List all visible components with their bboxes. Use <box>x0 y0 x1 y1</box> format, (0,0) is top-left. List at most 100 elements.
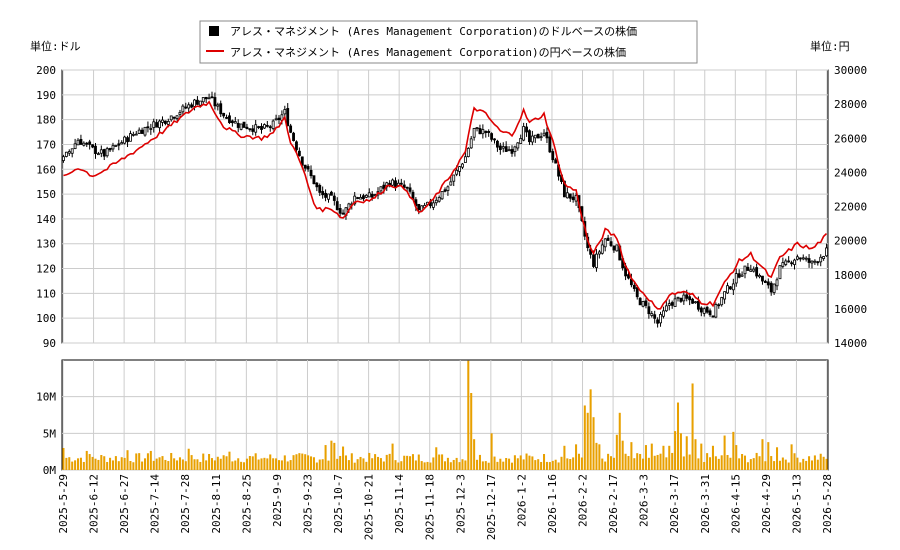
candle-body <box>228 115 231 123</box>
volume-bar <box>662 445 665 470</box>
x-tick-label: 2025-8-11 <box>210 474 223 534</box>
x-tick-label: 2025-6-12 <box>88 474 101 534</box>
candle-body <box>134 133 138 136</box>
volume-bar <box>612 457 615 470</box>
volume-bar <box>254 453 257 470</box>
candle-body <box>70 148 74 154</box>
x-tick-label: 2026-3-31 <box>699 474 712 534</box>
candle-body <box>129 133 132 142</box>
volume-bar <box>470 393 473 470</box>
volume-bar <box>682 456 685 470</box>
candle-body <box>755 267 759 277</box>
price-tick-label: 120 <box>36 263 56 276</box>
volume-bar <box>394 460 397 470</box>
candle-body <box>120 142 124 145</box>
volume-bar <box>749 459 752 470</box>
candle-body <box>152 121 156 128</box>
candle-body <box>801 257 805 260</box>
volume-bar <box>560 456 563 470</box>
candle-body <box>513 146 517 153</box>
yen-tick-label: 26000 <box>834 132 867 145</box>
volume-bar <box>758 456 761 470</box>
candle-body <box>338 208 342 214</box>
volume-bar <box>688 454 691 470</box>
volume-bar <box>91 456 94 470</box>
volume-bar <box>770 456 773 470</box>
volume-bar <box>595 442 598 470</box>
yen-tick-label: 24000 <box>834 166 867 179</box>
volume-bar <box>286 461 289 470</box>
candle-body <box>251 128 255 132</box>
candle-body <box>653 314 657 319</box>
volume-bar <box>79 457 82 470</box>
candle-body <box>763 280 767 283</box>
candle-body <box>318 185 322 193</box>
volume-bar <box>435 447 438 470</box>
volume-bar <box>825 458 828 470</box>
candle-body <box>64 151 68 157</box>
volume-bar <box>237 458 240 470</box>
candle-body <box>175 115 179 119</box>
candle-body <box>548 136 552 153</box>
candle-body <box>496 140 499 148</box>
legend: アレス・マネジメント (Ares Management Corporation)… <box>199 20 698 64</box>
candle-body <box>603 238 607 248</box>
candle-body <box>810 260 814 264</box>
candle-body <box>143 126 147 136</box>
candle-body <box>795 256 799 260</box>
volume-bar <box>228 451 231 470</box>
candle-body <box>717 304 721 307</box>
volume-bar <box>473 439 476 470</box>
candle-body <box>493 138 496 141</box>
candle-body <box>743 265 747 275</box>
candle-body <box>650 313 654 316</box>
candle-body <box>758 275 761 278</box>
right-unit-label: 単位:円 <box>810 39 850 53</box>
volume-bar <box>272 458 275 470</box>
volume-bar <box>627 456 630 470</box>
candle-body <box>265 124 269 127</box>
volume-bar <box>298 453 301 470</box>
candle-body <box>158 120 161 129</box>
volume-bar <box>368 452 371 470</box>
candle-body <box>670 302 674 306</box>
volume-bar <box>784 459 787 470</box>
volume-bar <box>111 460 114 470</box>
candle-body <box>79 138 83 145</box>
volume-bar <box>773 461 776 470</box>
volume-bar <box>202 453 205 470</box>
candle-body <box>379 186 383 192</box>
volume-bar <box>417 454 420 470</box>
legend-label-yen: アレス・マネジメント (Ares Management Corporation)… <box>230 45 626 59</box>
candle-body <box>131 133 135 136</box>
volume-bar <box>103 456 106 470</box>
candle-body <box>746 266 750 271</box>
price-tick-label: 100 <box>36 312 56 325</box>
volume-bar <box>161 456 164 470</box>
grid-layer <box>61 69 829 471</box>
x-tick-label: 2026-3-3 <box>638 474 651 527</box>
price-plot-area <box>61 69 829 344</box>
candle-body <box>402 184 406 188</box>
candle-body <box>449 181 453 186</box>
candle-body <box>196 99 199 105</box>
volume-bar <box>592 417 595 470</box>
volume-bar <box>822 456 825 470</box>
candle-body <box>644 300 648 306</box>
volume-bar <box>741 454 744 470</box>
volume-bar <box>143 458 147 470</box>
volume-bar <box>458 462 461 470</box>
candle-body <box>114 144 118 147</box>
volume-bar <box>342 446 345 470</box>
candle-body <box>804 257 808 260</box>
volume-bar <box>764 461 767 470</box>
volume-bar <box>385 454 388 470</box>
price-tick-label: 160 <box>36 163 56 176</box>
candle-body <box>91 144 95 148</box>
volume-bar <box>464 460 467 470</box>
candle-body <box>627 274 630 279</box>
candle-body <box>230 120 234 124</box>
candle-body <box>274 118 278 121</box>
candle-body <box>726 285 729 294</box>
volume-bar <box>781 457 784 470</box>
